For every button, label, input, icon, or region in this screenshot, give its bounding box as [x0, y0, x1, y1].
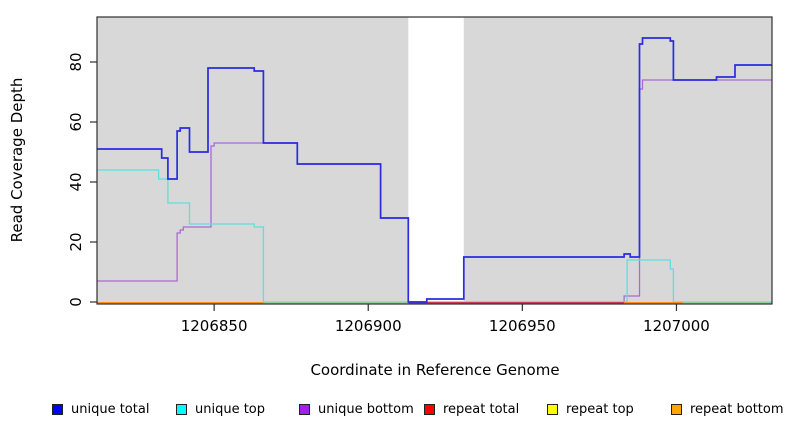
legend-swatch-icon	[176, 403, 187, 415]
y-tick-label: 60	[67, 112, 85, 131]
legend-item-repeat-total: repeat total	[424, 398, 519, 420]
legend-label: unique bottom	[318, 401, 414, 417]
coverage-gap-band	[408, 17, 464, 304]
y-tick-label: 40	[67, 172, 85, 191]
x-tick-label: 1206850	[181, 317, 248, 335]
y-tick-label: 0	[67, 297, 85, 307]
series-line-unique-top	[97, 169, 772, 303]
legend: unique total unique top unique bottom repea…	[0, 398, 792, 424]
y-axis-title: Read Coverage Depth	[8, 78, 26, 243]
x-axis-title: Coordinate in Reference Genome	[310, 361, 559, 379]
legend-label: unique top	[195, 401, 266, 417]
legend-item-unique-top: unique top	[176, 398, 265, 420]
legend-swatch-icon	[299, 403, 310, 415]
y-tick-label: 80	[67, 52, 85, 71]
legend-item-unique-bottom: unique bottom	[299, 398, 414, 420]
axes: 1206850 1206900 1206950 1207000 0 20 40 60 80	[67, 16, 773, 335]
legend-item-repeat-bottom: repeat bottom	[671, 398, 784, 420]
legend-swatch-icon	[52, 403, 63, 415]
legend-swatch-icon	[671, 403, 682, 415]
plot-background	[97, 17, 772, 304]
legend-label: repeat total	[443, 401, 520, 417]
legend-item-repeat-top: repeat top	[547, 398, 634, 420]
plot-border	[96, 16, 773, 305]
legend-label: repeat bottom	[690, 401, 784, 417]
legend-label: repeat top	[566, 401, 634, 417]
legend-item-unique-total: unique total	[52, 398, 149, 420]
series-lines	[97, 37, 772, 304]
y-tick-label: 20	[67, 232, 85, 251]
x-tick-label: 1206950	[489, 317, 556, 335]
legend-swatch-icon	[424, 403, 435, 415]
x-tick-label: 1207000	[643, 317, 710, 335]
x-tick-label: 1206900	[335, 317, 402, 335]
legend-swatch-icon	[547, 403, 558, 415]
series-line-unique-total	[97, 37, 772, 303]
legend-label: unique total	[71, 401, 150, 417]
